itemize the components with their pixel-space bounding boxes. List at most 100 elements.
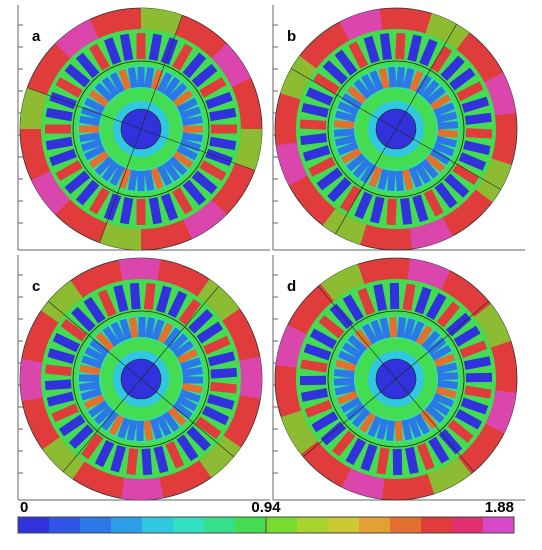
rotor-slot — [334, 110, 357, 123]
rotor-slot — [181, 115, 203, 126]
rotor-slot — [353, 79, 372, 100]
stator-slot — [94, 439, 115, 468]
rotor-slot — [395, 170, 404, 192]
stator-slot — [395, 32, 406, 60]
ring-patch — [211, 43, 251, 87]
rotor-slot — [341, 93, 363, 110]
stator-slot — [311, 411, 339, 433]
ring-patch — [341, 468, 385, 500]
panel: a — [17, 5, 270, 251]
stator-slot — [75, 52, 100, 79]
stator-slot — [155, 285, 172, 313]
stator-slot — [463, 356, 492, 371]
ring-patch — [239, 356, 263, 399]
rotor-slot — [437, 121, 459, 130]
rotor-slot — [181, 132, 203, 143]
stator-slot — [458, 152, 487, 171]
rotor-slot — [388, 66, 397, 88]
rotor-slot — [101, 160, 120, 182]
rotor-slot — [93, 405, 114, 425]
rotor-slot — [337, 141, 359, 156]
rotor-slot — [420, 158, 439, 179]
rotor-slot — [389, 316, 398, 338]
stator-slot — [119, 33, 134, 61]
stator-slot — [136, 33, 146, 59]
rotor-slot — [182, 376, 204, 384]
stator-slot — [188, 309, 214, 334]
stator-slot — [199, 160, 227, 181]
rotor-slot — [346, 153, 367, 172]
pole-line — [62, 378, 142, 472]
stator-slot — [345, 438, 366, 466]
colorbar-tick-label: 0.94 — [251, 499, 281, 516]
rotor-slot — [95, 331, 115, 352]
stator-slot — [316, 167, 343, 191]
rotor-slot — [109, 164, 126, 186]
stator-slot — [97, 289, 117, 317]
colorbar-swatch — [328, 517, 360, 533]
pole-line — [99, 128, 142, 243]
stator-slot — [68, 424, 94, 449]
stator-slot — [449, 67, 476, 91]
rotor-slot — [429, 398, 450, 416]
rotor-slot — [403, 318, 416, 340]
rotor-slot — [360, 162, 377, 184]
stator-slot — [379, 33, 392, 61]
rotor-slot — [346, 85, 367, 105]
rotor-slot — [425, 86, 446, 105]
stator-slot — [299, 375, 327, 386]
stator-slot — [318, 315, 345, 339]
rotor-slot — [128, 317, 139, 338]
rotor-slot — [402, 67, 415, 90]
rotor-slot — [118, 68, 132, 91]
rotor-slot — [379, 317, 391, 339]
stator-slot — [160, 193, 179, 221]
stator-slot — [165, 441, 185, 469]
ring-patch — [121, 477, 164, 500]
stator-slot — [199, 77, 227, 98]
stator-slot — [75, 179, 100, 206]
rotor-slot — [183, 125, 203, 133]
stator-slot — [332, 430, 356, 457]
rotor-slot — [433, 353, 456, 368]
stator-slot — [354, 191, 373, 220]
rotor-slot — [144, 67, 155, 89]
rotor-slot — [342, 342, 363, 360]
stator-slot — [176, 434, 199, 462]
stator-slot — [210, 367, 238, 379]
rotor-slot — [126, 419, 138, 441]
rotor-slot — [369, 70, 384, 92]
stator-slot — [419, 38, 438, 67]
panel: b — [272, 5, 525, 251]
stator-slot — [126, 448, 139, 475]
rotor-slot — [407, 416, 422, 439]
rotor-slot — [176, 97, 198, 114]
stator-slot — [402, 283, 416, 311]
stator-slot — [416, 442, 435, 471]
stator-slot — [426, 292, 447, 320]
rotor-slot — [84, 346, 106, 363]
stator-slot — [327, 177, 352, 203]
stator-slot — [172, 43, 193, 71]
rotor-slot — [83, 394, 105, 410]
rotor-slot — [117, 417, 131, 439]
stator-slot — [305, 87, 334, 106]
rotor-slot — [127, 169, 138, 191]
rotor-slot — [79, 125, 99, 133]
stator-slot — [129, 282, 141, 310]
rotor-slot — [333, 128, 355, 137]
ring-patch — [118, 257, 161, 281]
stator-slot — [201, 405, 230, 426]
rotor-slot — [361, 323, 379, 345]
ring-patch — [234, 129, 262, 171]
ring-patch — [409, 217, 453, 249]
stator-slot — [342, 294, 364, 322]
stator-slot — [322, 60, 348, 85]
rotor-slot — [415, 74, 432, 96]
pole-line — [27, 87, 142, 130]
rotor-slot — [176, 395, 198, 412]
rotor-slot — [433, 102, 455, 117]
colorbar-swatch — [452, 517, 484, 533]
rotor-slot — [408, 166, 423, 188]
pole-line — [48, 300, 142, 380]
